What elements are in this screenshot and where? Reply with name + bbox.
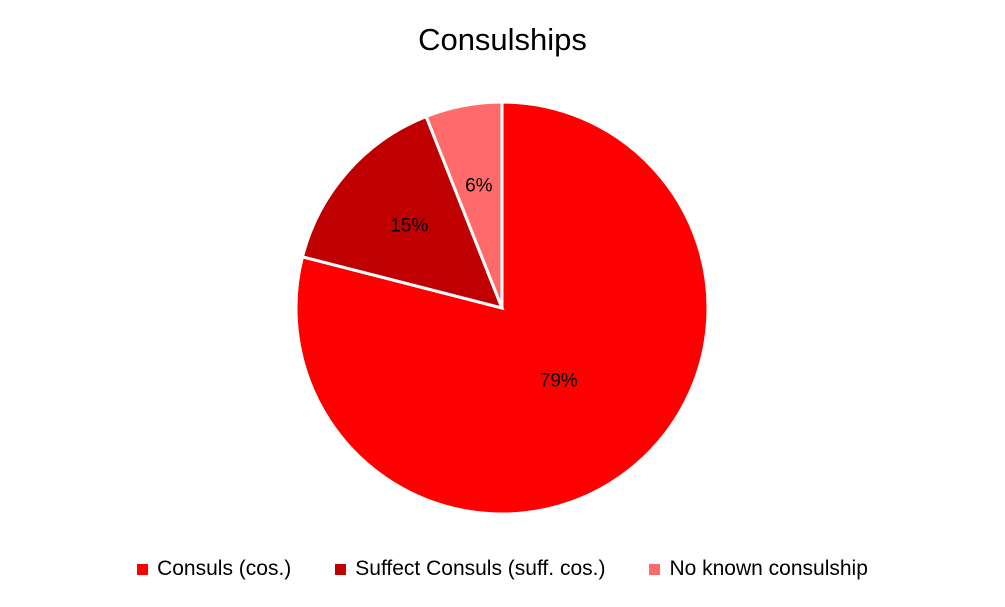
pie-slice-1 [300,114,505,311]
legend-swatch [335,563,347,575]
data-label-1: 15% [390,215,428,236]
chart-title: Consulships [418,22,587,57]
data-label-2: 6% [465,176,493,197]
pie-slice-2 [424,100,504,309]
legend-label: Consuls (cos.) [157,557,292,580]
legend-item-2: No known consulship [649,557,868,581]
legend-swatch [137,563,149,575]
legend-label: Suffect Consuls (suff. cos.) [355,557,606,580]
legend-item-0: Consuls (cos.) [137,557,291,581]
legend: Consuls (cos.) Suffect Consuls (suff. cos… [0,557,1005,581]
legend-swatch [649,563,661,575]
legend-item-1: Suffect Consuls (suff. cos.) [335,557,605,581]
data-label-0: 79% [540,370,578,391]
legend-label: No known consulship [669,557,868,580]
